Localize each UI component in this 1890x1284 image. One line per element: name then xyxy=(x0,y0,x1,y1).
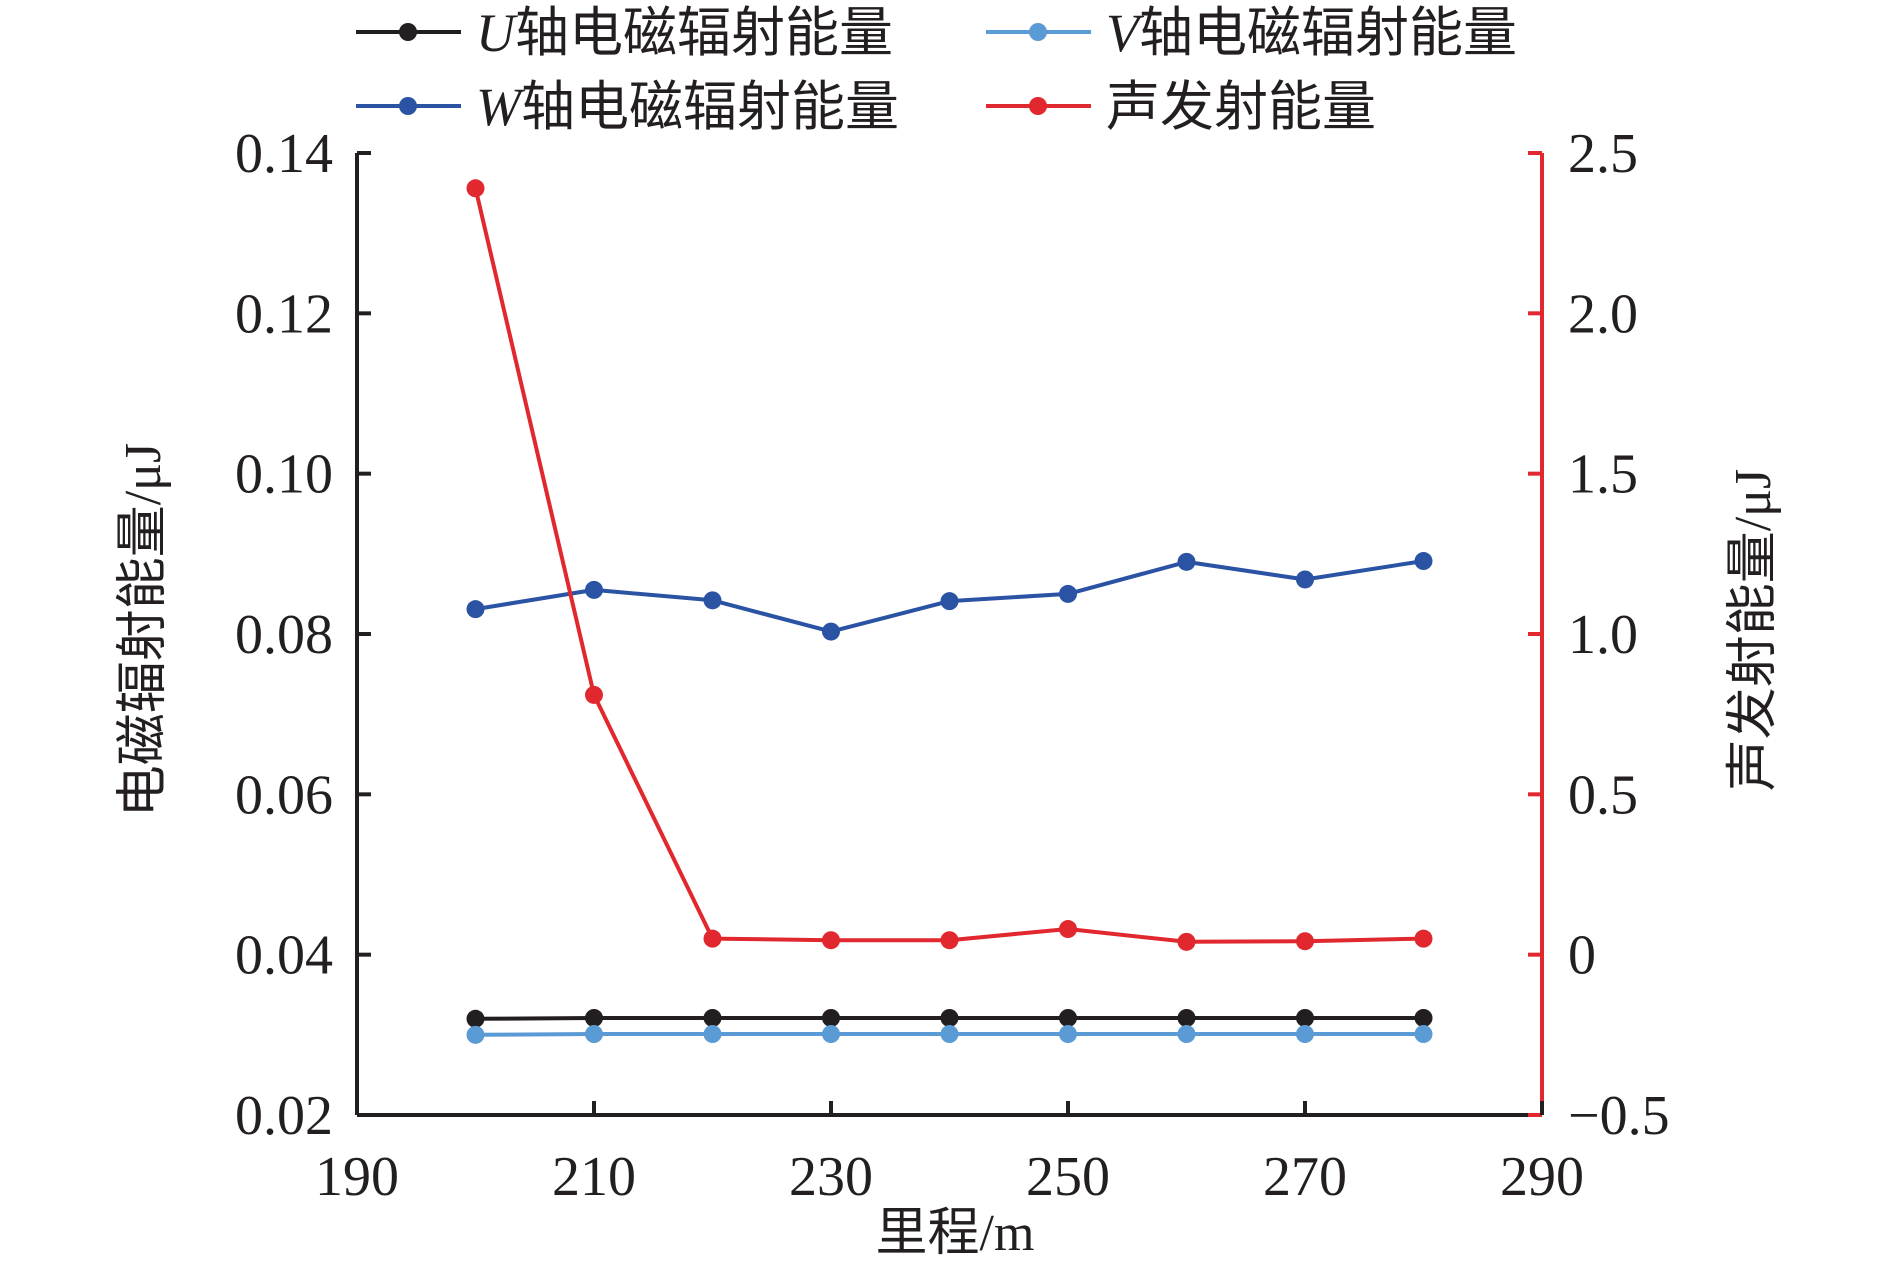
y-left-tick-label: 0.14 xyxy=(235,123,333,185)
legend-marker xyxy=(399,97,417,115)
data-point xyxy=(1059,920,1077,939)
x-tick-label: 290 xyxy=(1500,1146,1584,1208)
data-point xyxy=(822,1008,840,1027)
legend-label: V轴电磁辐射能量 xyxy=(1106,3,1517,63)
x-tick-label: 210 xyxy=(552,1146,636,1208)
data-point xyxy=(822,622,840,641)
y-left-tick-label: 0.08 xyxy=(235,604,333,666)
y-right-tick-label: 2.5 xyxy=(1568,123,1638,185)
y-right-tick-label: −0.5 xyxy=(1568,1085,1670,1147)
data-point xyxy=(585,1025,603,1044)
data-point xyxy=(466,1025,485,1044)
data-point xyxy=(1177,552,1196,571)
axes: 0.02 0.04 0.06 0.08 0.10 0.12 0.14 −0.5 0 0.5 1.0 1… xyxy=(235,123,1670,1208)
x-axis-title: 里程/m xyxy=(876,1205,1035,1262)
data-point xyxy=(585,1008,603,1027)
data-point xyxy=(822,931,840,950)
legend-label: 声发射能量 xyxy=(1106,77,1376,137)
y-axis-right-title: 声发射能量/μJ xyxy=(1725,469,1782,792)
data-point xyxy=(585,685,603,704)
y-left-tick-label: 0.12 xyxy=(235,283,333,345)
y-right-tick-label: 1.5 xyxy=(1568,444,1638,506)
data-point xyxy=(1059,584,1077,603)
data-point xyxy=(1414,552,1433,571)
x-tick-label: 190 xyxy=(315,1146,399,1208)
data-point xyxy=(1296,1008,1314,1027)
y-right-tick-label: 2.0 xyxy=(1568,283,1638,345)
series-line-3 xyxy=(473,187,1424,944)
y-left-tick-label: 0.06 xyxy=(235,764,333,826)
data-point xyxy=(1414,1025,1433,1044)
y-left-tick-label: 0.10 xyxy=(235,444,333,506)
x-tick-label: 250 xyxy=(1026,1146,1110,1208)
data-point xyxy=(703,929,722,948)
y-right-tick-label: 0 xyxy=(1568,925,1596,987)
legend-marker xyxy=(399,23,417,41)
data-point xyxy=(466,600,485,619)
plot-area xyxy=(466,179,1433,1044)
data-point xyxy=(1177,932,1196,951)
x-tick-label: 230 xyxy=(789,1146,873,1208)
data-point xyxy=(822,1025,840,1044)
data-point xyxy=(585,580,603,599)
x-tick-label: 270 xyxy=(1263,1146,1347,1208)
data-point xyxy=(940,1025,959,1044)
data-point xyxy=(703,1008,722,1027)
y-left-tick-label: 0.04 xyxy=(235,925,333,987)
legend-marker xyxy=(1029,97,1047,115)
data-point xyxy=(1177,1025,1196,1044)
data-point xyxy=(466,1009,485,1028)
data-point xyxy=(1296,1025,1314,1044)
y-right-tick-label: 1.0 xyxy=(1568,604,1638,666)
y-left-tick-label: 0.02 xyxy=(235,1085,333,1147)
legend-label: W轴电磁辐射能量 xyxy=(476,77,899,137)
data-point xyxy=(1177,1008,1196,1027)
data-point xyxy=(703,1025,722,1044)
y-axis-left-title: 电磁辐射能量/μJ xyxy=(115,443,172,818)
data-point xyxy=(466,179,485,198)
legend: U轴电磁辐射能量 V轴电磁辐射能量 W轴电磁辐射能量 声发射能量 xyxy=(356,3,1517,137)
data-point xyxy=(1414,929,1433,948)
data-point xyxy=(1296,570,1314,589)
data-point xyxy=(940,931,959,950)
data-point xyxy=(703,591,722,610)
data-point xyxy=(1296,932,1314,951)
data-point xyxy=(1059,1008,1077,1027)
data-point xyxy=(1059,1025,1077,1044)
data-point xyxy=(1414,1008,1433,1027)
data-point xyxy=(940,592,959,611)
y-right-tick-label: 0.5 xyxy=(1568,764,1638,826)
data-point xyxy=(940,1008,959,1027)
legend-marker xyxy=(1029,23,1047,41)
legend-label: U轴电磁辐射能量 xyxy=(476,3,893,63)
